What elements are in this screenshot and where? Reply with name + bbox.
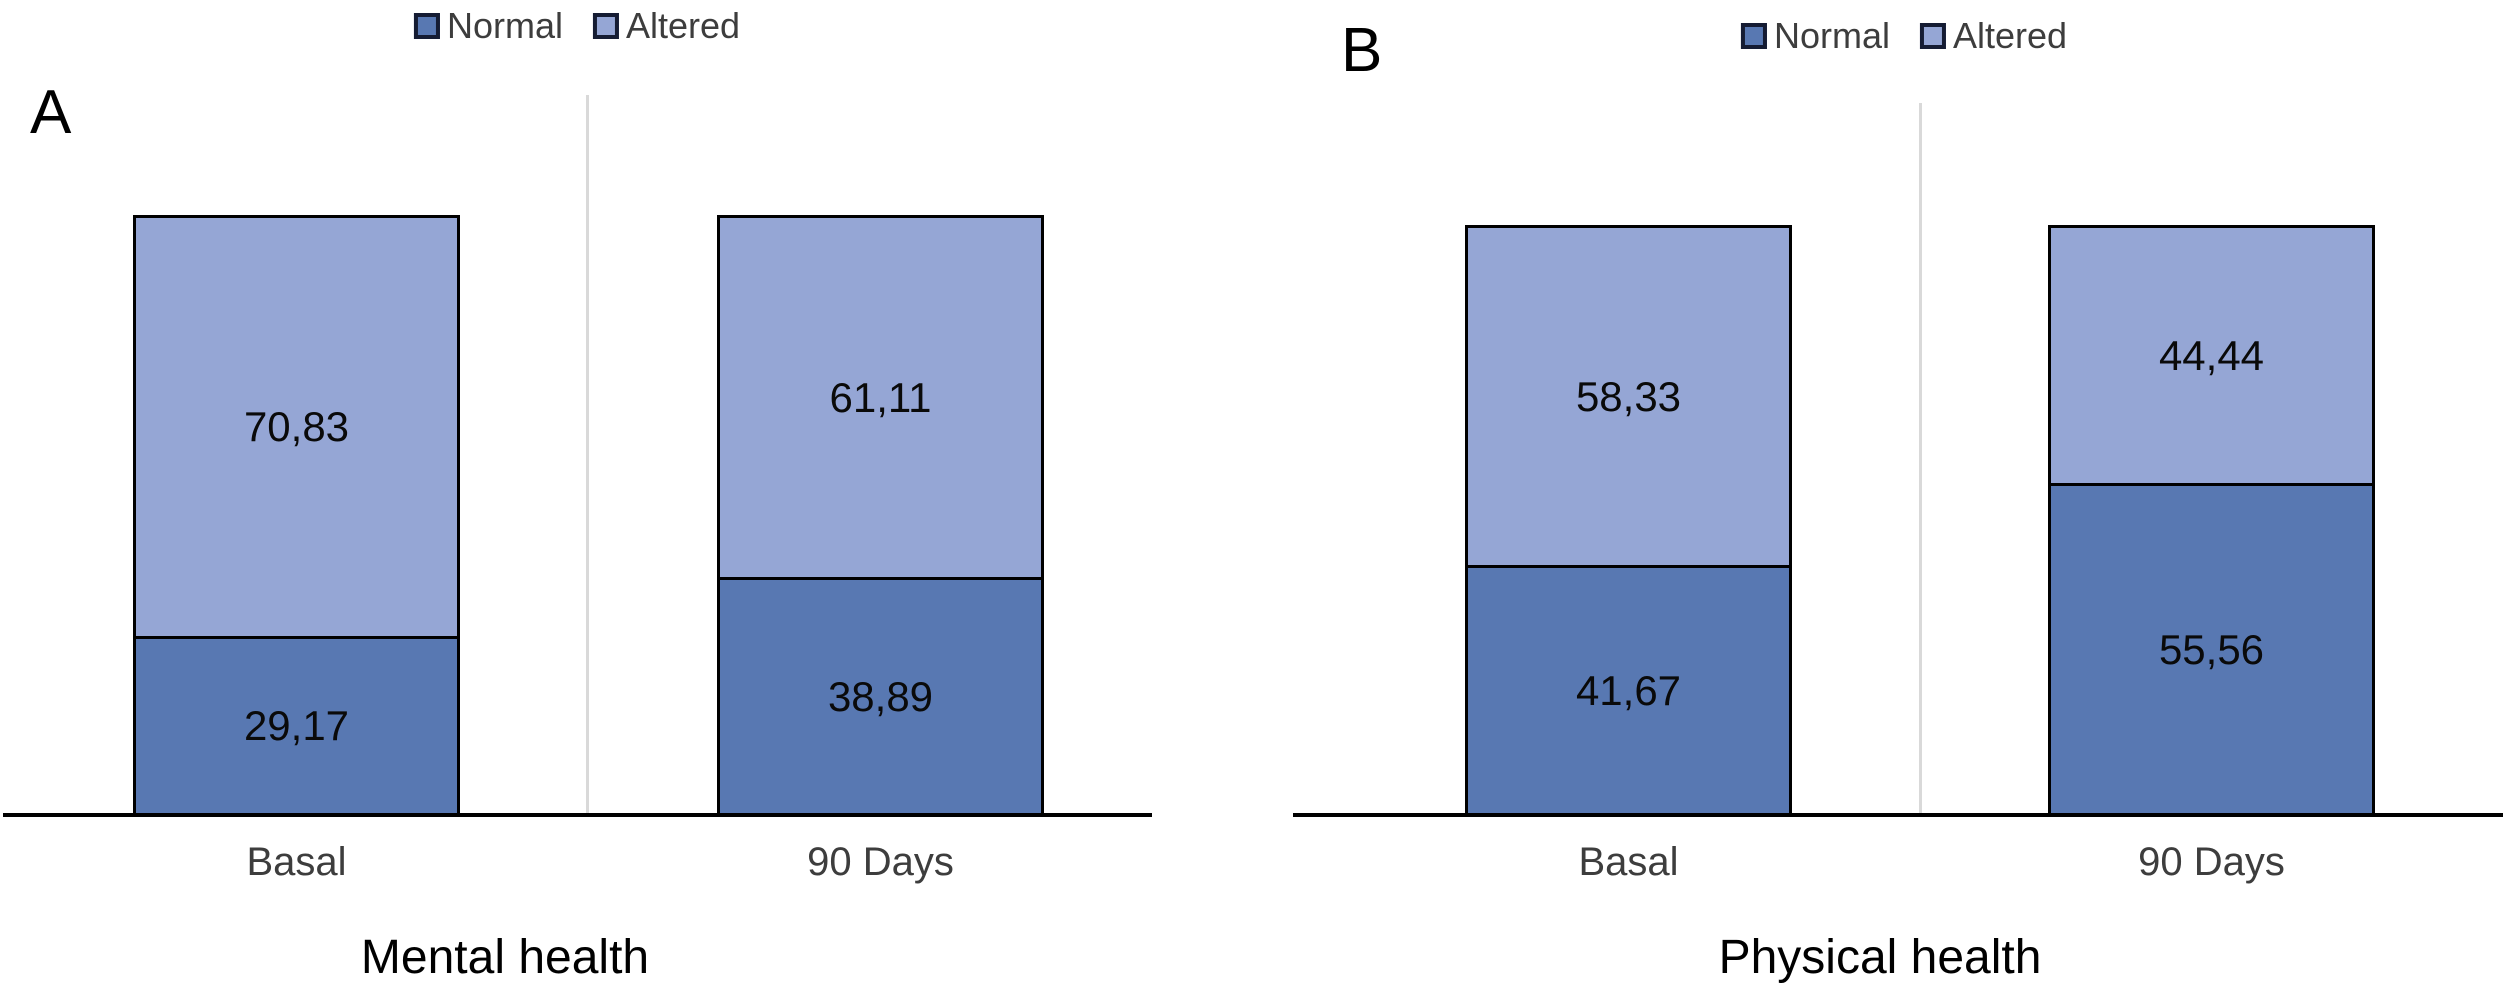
panel-letter-b: B [1341, 16, 1383, 85]
bar-segment-physical-health-90-days-normal: 55,56 [2048, 486, 2375, 813]
legend: Normal Altered [1740, 15, 2068, 56]
legend-label-normal: Normal [1773, 15, 1890, 56]
legend-label-altered: Altered [1952, 15, 2068, 56]
legend-swatch-altered-icon [1919, 22, 1946, 49]
value-label-mental-health-90-days-normal: 38,89 [827, 672, 934, 720]
legend-item-altered: Altered [1919, 15, 2068, 56]
value-label-physical-health-90-days-normal: 55,56 [2158, 625, 2265, 673]
category-label-mental-health-basal: Basal [246, 840, 347, 884]
legend-swatch-normal-icon [413, 12, 440, 39]
bar-segment-physical-health-90-days-altered: 44,44 [2048, 225, 2375, 486]
value-label-mental-health-90-days-altered: 61,11 [829, 373, 932, 421]
bar-segment-mental-health-90-days-altered: 61,11 [717, 215, 1044, 580]
legend-item-normal: Normal [1740, 15, 1890, 56]
value-label-mental-health-basal-altered: 70,83 [243, 403, 350, 450]
category-label-mental-health-90-days: 90 Days [807, 840, 954, 884]
x-axis-line [1293, 813, 2503, 817]
legend-swatch-normal-icon [1740, 22, 1767, 49]
bar-segment-physical-health-basal-normal: 41,67 [1465, 568, 1792, 813]
bar-segment-mental-health-90-days-normal: 38,89 [717, 580, 1044, 813]
legend-label-altered: Altered [625, 5, 741, 46]
category-label-physical-health-basal: Basal [1578, 840, 1679, 884]
category-divider-gridline [586, 95, 589, 813]
value-label-physical-health-90-days-altered: 44,44 [2158, 331, 2265, 379]
legend-swatch-altered-icon [592, 12, 619, 39]
legend: Normal Altered [413, 5, 741, 46]
legend-item-altered: Altered [592, 5, 741, 46]
chart-title-mental-health: Mental health [360, 931, 650, 984]
category-divider-gridline [1919, 103, 1922, 813]
bar-segment-physical-health-basal-altered: 58,33 [1465, 225, 1792, 568]
value-label-physical-health-basal-normal: 41,67 [1575, 666, 1682, 714]
value-label-physical-health-basal-altered: 58,33 [1575, 372, 1682, 420]
bar-segment-mental-health-basal-altered: 70,83 [133, 215, 460, 639]
value-label-mental-health-basal-normal: 29,17 [243, 702, 350, 749]
chart-title-physical-health: Physical health [1718, 931, 2042, 984]
legend-label-normal: Normal [446, 5, 563, 46]
x-axis-line [3, 813, 1152, 817]
legend-item-normal: Normal [413, 5, 563, 46]
bar-segment-mental-health-basal-normal: 29,17 [133, 639, 460, 813]
category-label-physical-health-90-days: 90 Days [2138, 840, 2285, 884]
panel-letter-a: A [30, 78, 72, 147]
